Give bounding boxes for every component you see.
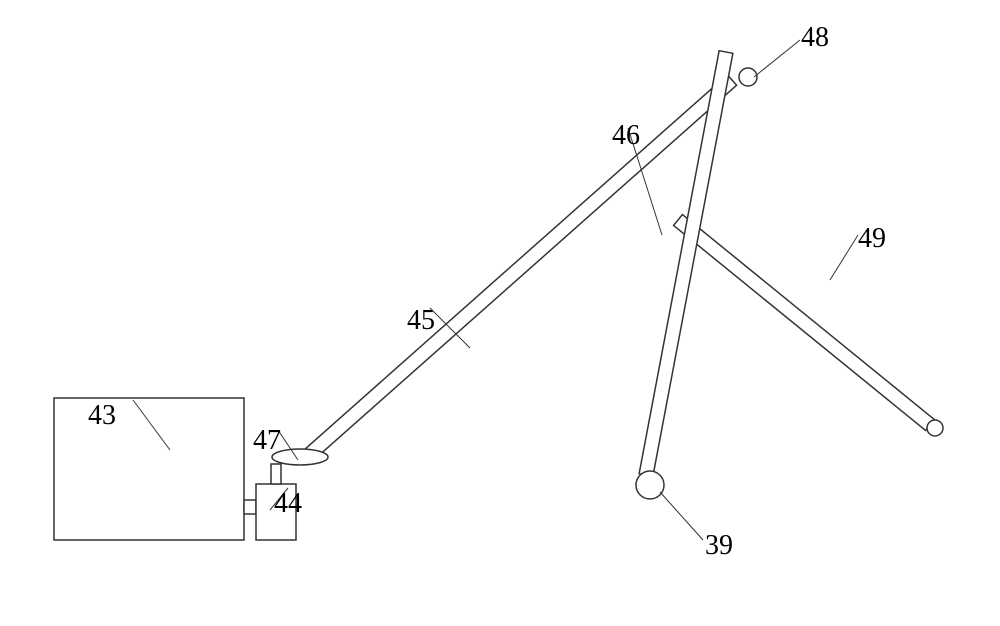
label-47: 47 <box>253 425 281 457</box>
label-45: 45 <box>407 305 435 337</box>
label-48: 48 <box>801 22 829 54</box>
label-43: 43 <box>88 400 116 432</box>
label-39: 39 <box>705 530 733 562</box>
diagram-canvas <box>0 0 1000 626</box>
label-44: 44 <box>274 488 302 520</box>
label-46: 46 <box>612 120 640 152</box>
label-49: 49 <box>858 223 886 255</box>
